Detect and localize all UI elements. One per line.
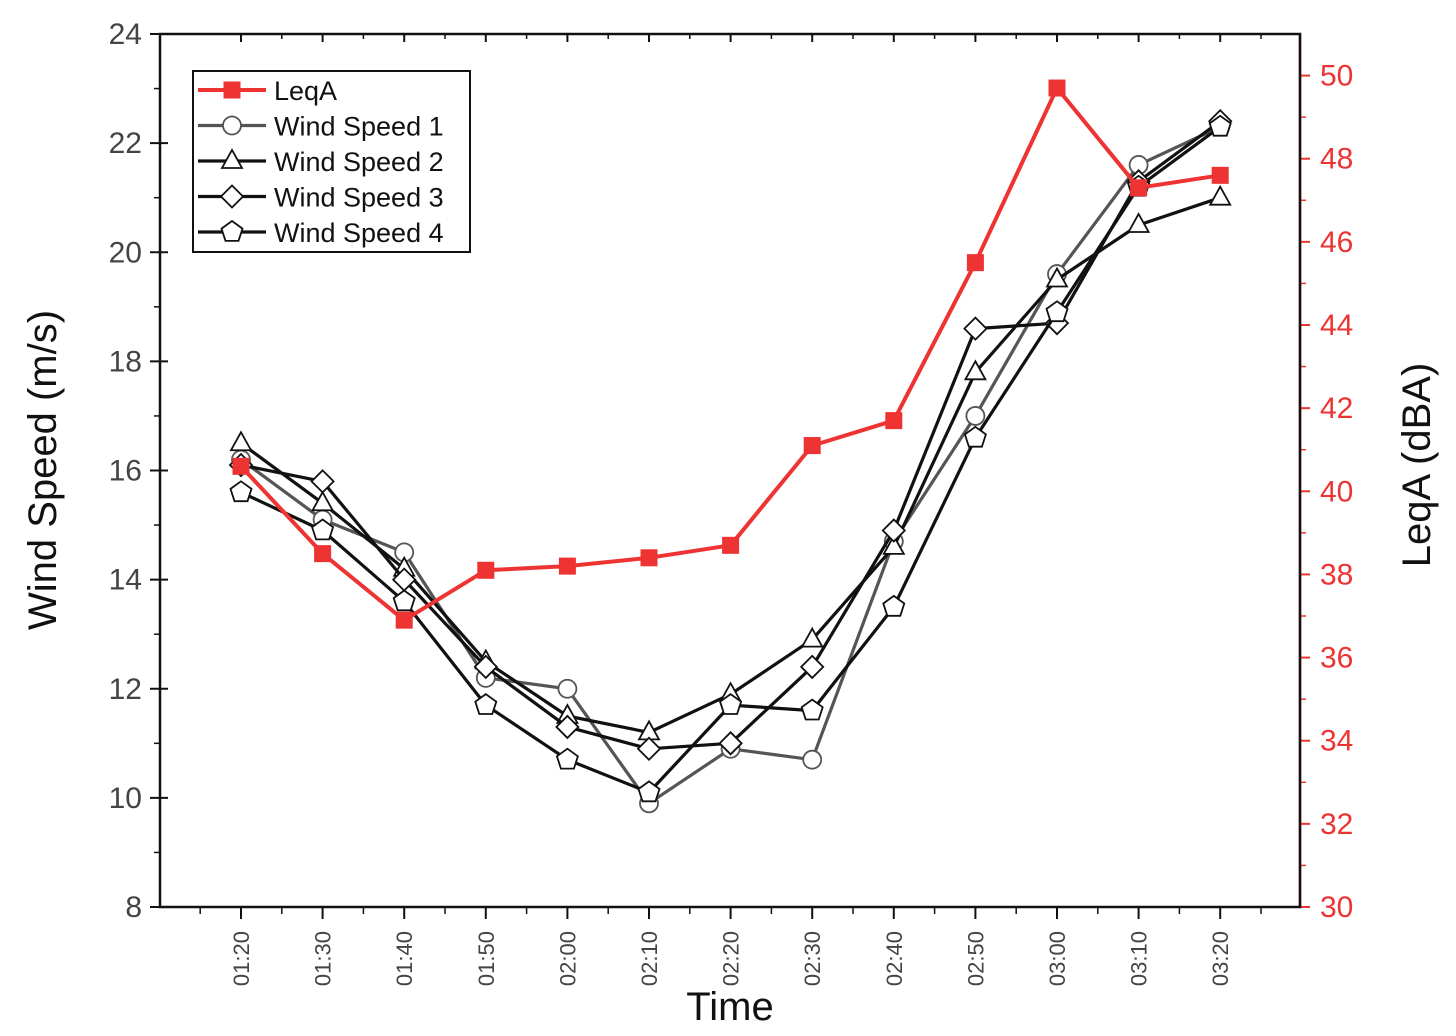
y-tick-label: 18 [109, 345, 142, 378]
data-point-wind-speed-4 [229, 480, 253, 503]
data-point-wind-speed-4 [1208, 114, 1232, 137]
data-point-wind-speed-3 [963, 316, 988, 341]
legend-label-leqa: LeqA [274, 76, 337, 106]
y2-tick-label: 44 [1320, 309, 1353, 342]
y-tick-label: 24 [109, 18, 142, 51]
y-tick-label: 16 [109, 455, 142, 488]
legend-marker-leqa [223, 81, 241, 99]
data-point-leqa [232, 457, 250, 475]
x-tick-label: 02:50 [963, 931, 988, 986]
data-point-wind-speed-1 [802, 749, 823, 770]
data-point-leqa [558, 557, 576, 575]
data-point-wind-speed-2 [1127, 212, 1151, 233]
legend-marker-wind-speed-4 [220, 219, 244, 242]
data-point-leqa [1048, 79, 1066, 97]
data-point-wind-speed-1 [557, 678, 578, 699]
data-point-leqa [314, 545, 332, 563]
data-point-wind-speed-3 [799, 654, 825, 680]
legend-label-wind-speed-4: Wind Speed 4 [274, 218, 444, 248]
data-point-wind-speed-2 [800, 626, 824, 648]
data-point-wind-speed-2 [882, 534, 906, 555]
data-point-leqa [885, 412, 903, 430]
data-point-wind-speed-3 [636, 736, 662, 762]
x-tick-label: 02:40 [882, 931, 907, 986]
data-point-wind-speed-1 [965, 406, 986, 426]
legend-marker-wind-speed-2 [220, 148, 244, 169]
data-point-wind-speed-2 [963, 359, 987, 381]
legend-marker-wind-speed-3 [219, 184, 245, 209]
data-point-leqa [640, 549, 658, 567]
y2-tick-label: 32 [1320, 808, 1353, 841]
data-point-wind-speed-4 [882, 594, 906, 617]
data-point-wind-speed-4 [637, 780, 661, 803]
data-point-wind-speed-4 [1045, 300, 1069, 323]
y-tick-label: 14 [109, 564, 142, 597]
x-tick-label: 01:40 [392, 931, 417, 986]
legend-label-wind-speed-1: Wind Speed 1 [274, 112, 444, 142]
x-tick-label: 02:00 [555, 931, 580, 986]
x-tick-label: 02:20 [719, 931, 744, 986]
series-leqa [232, 79, 1229, 629]
data-point-wind-speed-4 [392, 589, 416, 612]
x-tick-label: 03:00 [1045, 931, 1070, 986]
y2-tick-label: 34 [1320, 725, 1353, 758]
data-point-wind-speed-4 [474, 692, 498, 715]
x-tick-label: 01:30 [311, 931, 336, 986]
x-tick-label: 02:30 [800, 931, 825, 986]
data-point-wind-speed-4 [719, 692, 743, 715]
data-point-leqa [722, 536, 740, 554]
y2-tick-label: 30 [1320, 891, 1353, 924]
data-point-wind-speed-2 [229, 430, 253, 452]
y2-tick-label: 46 [1320, 226, 1353, 259]
data-point-leqa [1130, 179, 1148, 197]
data-point-wind-speed-2 [1208, 184, 1232, 206]
legend-label-wind-speed-3: Wind Speed 3 [274, 183, 444, 213]
y2-tick-label: 36 [1320, 642, 1353, 675]
x-tick-label: 03:10 [1127, 931, 1152, 986]
x-tick-label: 01:20 [229, 931, 254, 986]
x-tick-label: 02:10 [637, 931, 662, 986]
data-point-wind-speed-3 [881, 518, 907, 543]
data-point-wind-speed-4 [800, 698, 824, 721]
plot-frame [158, 32, 1302, 909]
data-point-leqa [395, 611, 413, 629]
data-point-leqa [803, 437, 821, 455]
y-axis-title: Wind Speed (m/s) [21, 310, 65, 630]
legend-marker-wind-speed-1 [222, 115, 242, 136]
data-point-wind-speed-3 [310, 469, 335, 494]
data-point-leqa [1211, 166, 1229, 184]
x-tick-label: 01:50 [474, 931, 499, 986]
y2-tick-label: 50 [1320, 60, 1353, 93]
y-tick-label: 22 [109, 127, 142, 160]
y-tick-label: 20 [109, 236, 142, 269]
data-point-wind-speed-2 [311, 490, 335, 512]
data-point-wind-speed-4 [311, 518, 335, 541]
y2-tick-label: 48 [1320, 143, 1353, 176]
data-point-wind-speed-3 [718, 731, 743, 756]
data-point-wind-speed-3 [473, 654, 499, 680]
data-point-wind-speed-3 [555, 714, 580, 740]
data-point-leqa [477, 561, 495, 579]
legend-label-wind-speed-2: Wind Speed 2 [274, 147, 444, 177]
data-point-wind-speed-4 [555, 747, 579, 770]
data-point-wind-speed-4 [963, 425, 987, 448]
data-point-wind-speed-2 [1045, 266, 1069, 288]
data-point-leqa [966, 254, 984, 272]
y2-axis-title: LeqA (dBA) [1395, 363, 1439, 568]
y2-tick-label: 40 [1320, 475, 1353, 508]
y-tick-label: 12 [109, 673, 142, 706]
y2-tick-label: 38 [1320, 558, 1353, 591]
series-wind-speed-4 [229, 114, 1232, 803]
x-tick-label: 03:20 [1208, 931, 1233, 986]
y-tick-label: 10 [109, 782, 142, 815]
y-tick-label: 8 [125, 891, 142, 924]
y2-tick-label: 42 [1320, 392, 1353, 425]
x-axis-title: Time [686, 985, 773, 1029]
